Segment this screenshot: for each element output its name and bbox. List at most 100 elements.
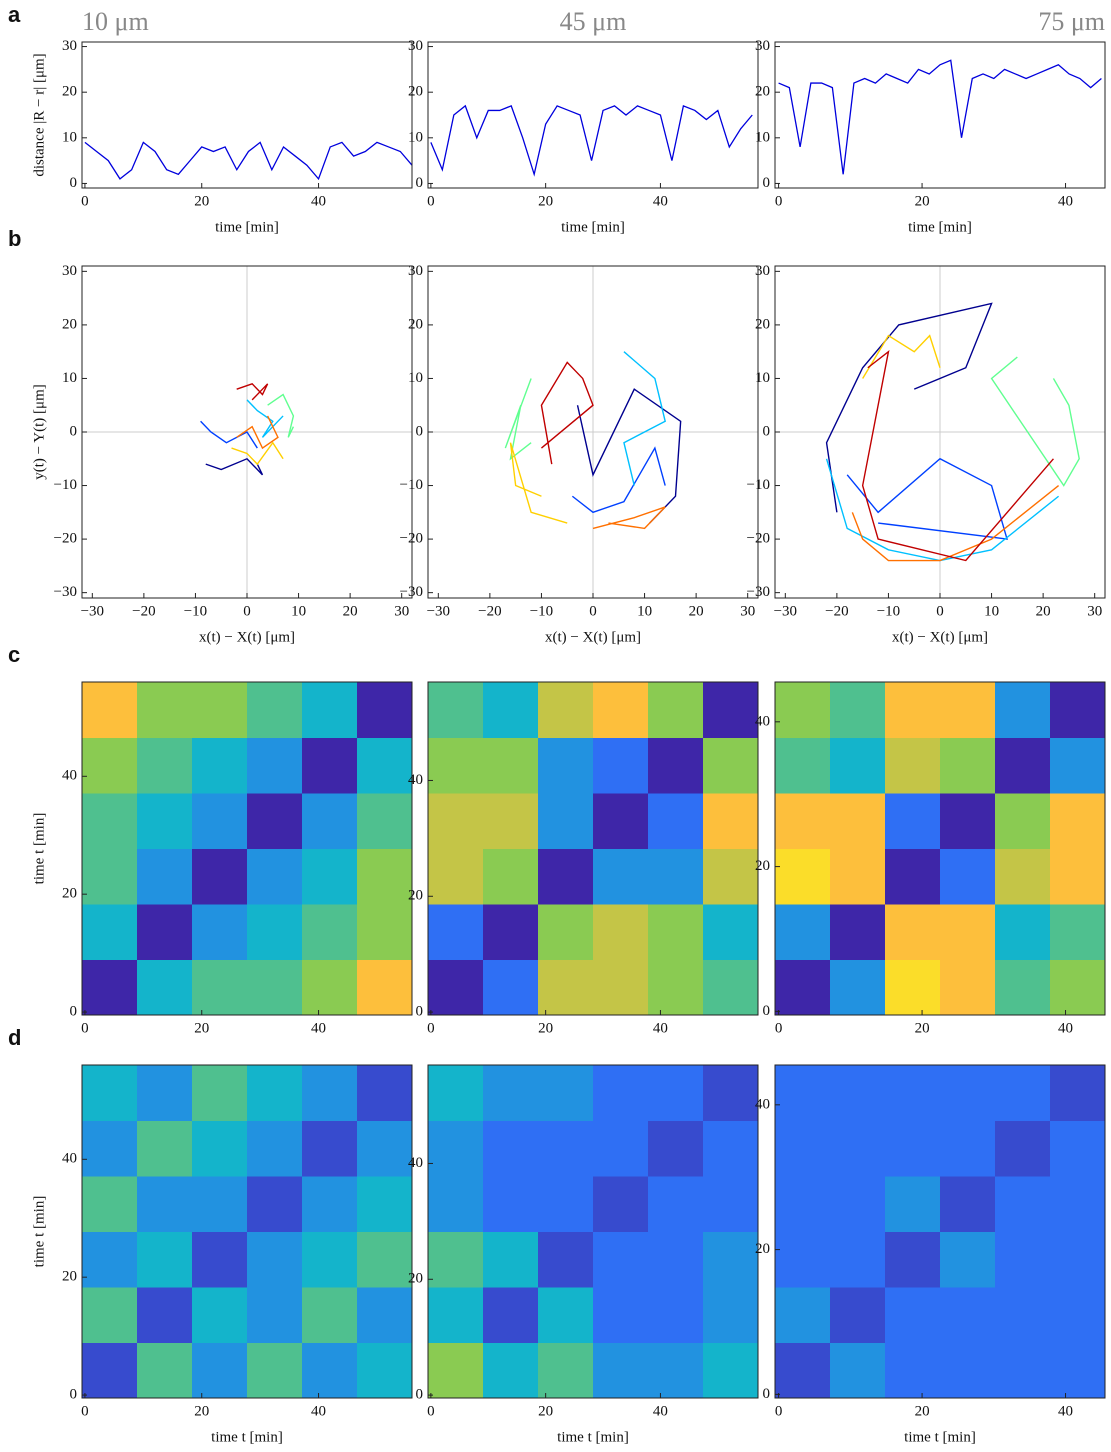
heat-cell bbox=[830, 737, 886, 794]
x-tick-label: 20 bbox=[194, 1403, 209, 1419]
y-tick-label: 20 bbox=[755, 1241, 770, 1257]
heat-cell bbox=[703, 1231, 759, 1288]
heat-cell bbox=[538, 904, 594, 960]
x-tick-label: 0 bbox=[427, 193, 435, 209]
heat-cell bbox=[302, 904, 358, 960]
x-tick-label: 20 bbox=[538, 193, 553, 209]
y-tick-label: −10 bbox=[400, 477, 423, 493]
x-tick-label: 20 bbox=[538, 1020, 553, 1036]
trajectory bbox=[236, 415, 279, 450]
heat-cell bbox=[137, 1342, 193, 1399]
y-tick-label: −10 bbox=[747, 477, 770, 493]
x-axis-label: time [min] bbox=[215, 219, 279, 235]
heat-cell bbox=[82, 1176, 138, 1232]
heat-cell bbox=[428, 682, 484, 738]
heat-cell bbox=[1050, 848, 1106, 905]
trajectory bbox=[851, 485, 1060, 562]
heat-cell bbox=[428, 1176, 484, 1232]
heat-cell bbox=[1050, 793, 1106, 849]
x-tick-label: 30 bbox=[394, 603, 409, 619]
heat-cell bbox=[648, 848, 704, 905]
heat-cell bbox=[885, 682, 941, 738]
heat-cell bbox=[940, 1287, 996, 1343]
x-tick-label: 30 bbox=[740, 603, 755, 619]
heat-cell bbox=[192, 1176, 248, 1232]
heat-cell bbox=[703, 1176, 759, 1232]
heat-cell bbox=[483, 1120, 539, 1177]
heat-cell bbox=[593, 1287, 649, 1343]
heat-cell bbox=[247, 793, 303, 849]
heat-cell bbox=[830, 1176, 886, 1232]
heat-cell bbox=[483, 1342, 539, 1399]
heat-cell bbox=[940, 1342, 996, 1399]
heat-cell bbox=[192, 848, 248, 905]
heat-cell bbox=[483, 1287, 539, 1343]
heat-cell bbox=[703, 1065, 759, 1121]
trajectory bbox=[825, 302, 993, 513]
heat-cell bbox=[940, 1231, 996, 1288]
heat-cell bbox=[302, 1342, 358, 1399]
heat-cell bbox=[648, 682, 704, 738]
axes bbox=[427, 41, 759, 189]
x-axis-label: time [min] bbox=[908, 219, 972, 235]
heat-cell bbox=[428, 1287, 484, 1343]
x-tick-label: 40 bbox=[1058, 193, 1073, 209]
heat-cell bbox=[775, 1176, 831, 1232]
heat-cell bbox=[775, 1120, 831, 1177]
heat-cell bbox=[538, 682, 594, 738]
heat-cell bbox=[483, 682, 539, 738]
axes bbox=[81, 681, 413, 1016]
heat-cell bbox=[192, 1342, 248, 1399]
x-tick-label: 20 bbox=[1036, 603, 1051, 619]
heat-cell bbox=[703, 793, 759, 849]
heat-cell bbox=[483, 848, 539, 905]
heat-cell bbox=[192, 959, 248, 1016]
heat-cell bbox=[428, 1120, 484, 1177]
heat-cell bbox=[995, 1120, 1051, 1177]
y-axis-label: distance |R − r| [μm] bbox=[31, 53, 47, 176]
heat-cell bbox=[940, 959, 996, 1016]
heat-cell bbox=[995, 1342, 1051, 1399]
trajectory bbox=[509, 442, 568, 524]
x-tick-label: 40 bbox=[653, 193, 668, 209]
heat-cell bbox=[1050, 1342, 1106, 1399]
x-axis-label: x(t) − X(t) [μm] bbox=[199, 629, 295, 645]
heat-cell bbox=[82, 848, 138, 905]
axes-frame bbox=[774, 41, 1106, 189]
heat-cell bbox=[940, 1065, 996, 1121]
y-tick-label: 20 bbox=[408, 316, 423, 332]
y-tick-label: 10 bbox=[755, 370, 770, 386]
heat-cell bbox=[648, 1342, 704, 1399]
x-tick-label: 40 bbox=[311, 193, 326, 209]
heat-cell bbox=[830, 793, 886, 849]
heat-cell bbox=[428, 793, 484, 849]
heat-cell bbox=[1050, 1120, 1106, 1177]
heat-cell bbox=[302, 1231, 358, 1288]
y-tick-label: 0 bbox=[763, 1003, 771, 1019]
x-tick-label: 40 bbox=[653, 1020, 668, 1036]
heat-cell bbox=[357, 1287, 413, 1343]
heat-cell bbox=[82, 1287, 138, 1343]
heat-cell bbox=[1050, 959, 1106, 1016]
y-tick-label: 30 bbox=[62, 263, 77, 279]
trajectory bbox=[576, 388, 682, 524]
y-tick-label: −20 bbox=[400, 531, 423, 547]
heat-cell bbox=[830, 1287, 886, 1343]
heat-cell bbox=[302, 1120, 358, 1177]
heat-cell bbox=[885, 793, 941, 849]
heat-cell bbox=[137, 793, 193, 849]
heat-cell bbox=[593, 1065, 649, 1121]
heat-cell bbox=[538, 1231, 594, 1288]
axes bbox=[427, 681, 759, 1016]
axes-frame bbox=[81, 681, 413, 1016]
heat-cell bbox=[940, 682, 996, 738]
y-tick-label: 0 bbox=[763, 1386, 771, 1402]
data-line bbox=[84, 141, 413, 181]
heat-cell bbox=[1050, 1231, 1106, 1288]
heat-cell bbox=[830, 682, 886, 738]
heat-cell bbox=[885, 848, 941, 905]
heat-cell bbox=[137, 1287, 193, 1343]
heat-cell bbox=[830, 904, 886, 960]
y-tick-label: 0 bbox=[416, 175, 424, 191]
heat-cell bbox=[940, 1120, 996, 1177]
